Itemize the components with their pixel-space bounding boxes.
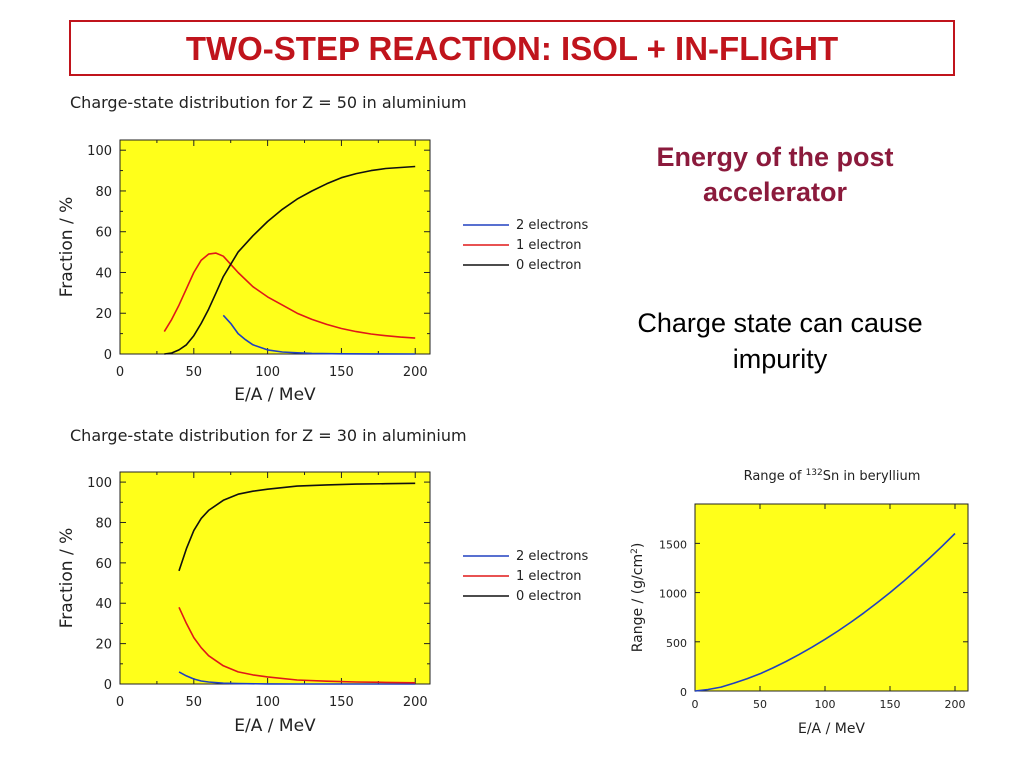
x-tick-label: 50 xyxy=(753,698,767,711)
y-tick-label: 80 xyxy=(95,516,112,531)
side-heading: Energy of the post accelerator xyxy=(656,142,894,207)
x-tick-label: 150 xyxy=(329,695,354,710)
series-line-1-electron xyxy=(178,606,416,684)
plot-area xyxy=(119,139,431,355)
y-tick-label: 0 xyxy=(104,348,112,363)
series-line-1-electron xyxy=(163,252,416,339)
y-tick-label: 20 xyxy=(95,638,112,653)
y-tick-label: 60 xyxy=(95,226,112,241)
series-line-2-electrons xyxy=(222,314,416,355)
x-tick-label: 100 xyxy=(815,698,836,711)
x-tick-label: 50 xyxy=(186,695,203,710)
chart-3: Range of 132Sn in beryllium 0 50 100 150 200 0… xyxy=(612,458,1000,744)
x-tick-label: 0 xyxy=(692,698,699,711)
slide-title: TWO-STEP REACTION: ISOL + IN-FLIGHT xyxy=(185,30,839,67)
x-tick-label: 200 xyxy=(945,698,966,711)
side-note: Charge state can cause impurity xyxy=(637,308,923,374)
y-tick-label: 500 xyxy=(666,637,687,650)
y-axis-label: Fraction / % xyxy=(57,528,77,629)
y-tick-label: 1000 xyxy=(659,588,687,601)
x-tick-label: 0 xyxy=(116,695,124,710)
y-axis-label: Fraction / % xyxy=(57,197,77,298)
y-tick-label: 40 xyxy=(95,266,112,281)
chart-title: Range of 132Sn in beryllium xyxy=(744,468,921,484)
x-tick-label: 0 xyxy=(116,365,124,380)
x-tick-label: 100 xyxy=(255,695,280,710)
x-tick-label: 100 xyxy=(255,365,280,380)
chart-2: Charge-state distribution for Z = 30 in … xyxy=(50,420,600,752)
series-line-0-electron xyxy=(164,165,416,355)
series-line-2-electrons xyxy=(178,671,416,685)
x-tick-label: 50 xyxy=(186,365,203,380)
series-line-0-electron xyxy=(178,482,416,572)
x-axis-label: E/A / MeV xyxy=(234,385,316,405)
legend-label: 2 electrons xyxy=(516,218,589,233)
series-line-range xyxy=(694,532,956,692)
legend-label: 2 electrons xyxy=(516,549,589,564)
y-tick-label: 60 xyxy=(95,557,112,572)
chart-title: Charge-state distribution for Z = 30 in … xyxy=(70,426,467,445)
x-axis-label: E/A / MeV xyxy=(798,721,865,737)
x-tick-label: 200 xyxy=(403,695,428,710)
x-tick-label: 150 xyxy=(880,698,901,711)
y-tick-label: 20 xyxy=(95,307,112,322)
plot-area xyxy=(694,503,969,692)
legend-label: 1 electron xyxy=(516,238,582,253)
y-tick-label: 80 xyxy=(95,185,112,200)
chart-1: Charge-state distribution for Z = 50 in … xyxy=(50,86,589,420)
legend-label: 1 electron xyxy=(516,569,582,584)
x-axis-label: E/A / MeV xyxy=(234,716,316,736)
y-tick-label: 100 xyxy=(87,476,112,491)
title-box: TWO-STEP REACTION: ISOL + IN-FLIGHT xyxy=(69,20,955,76)
y-tick-label: 0 xyxy=(104,678,112,693)
chart-title: Charge-state distribution for Z = 50 in … xyxy=(70,93,467,112)
x-tick-label: 150 xyxy=(329,365,354,380)
legend-label: 0 electron xyxy=(516,258,582,273)
y-tick-label: 100 xyxy=(87,144,112,159)
y-tick-label: 1500 xyxy=(659,538,687,551)
y-tick-label: 40 xyxy=(95,597,112,612)
y-axis-label: Range / (g/cm2) xyxy=(630,543,646,653)
y-tick-label: 0 xyxy=(680,686,687,699)
plot-area xyxy=(119,471,431,685)
x-tick-label: 200 xyxy=(403,365,428,380)
legend-label: 0 electron xyxy=(516,589,582,604)
